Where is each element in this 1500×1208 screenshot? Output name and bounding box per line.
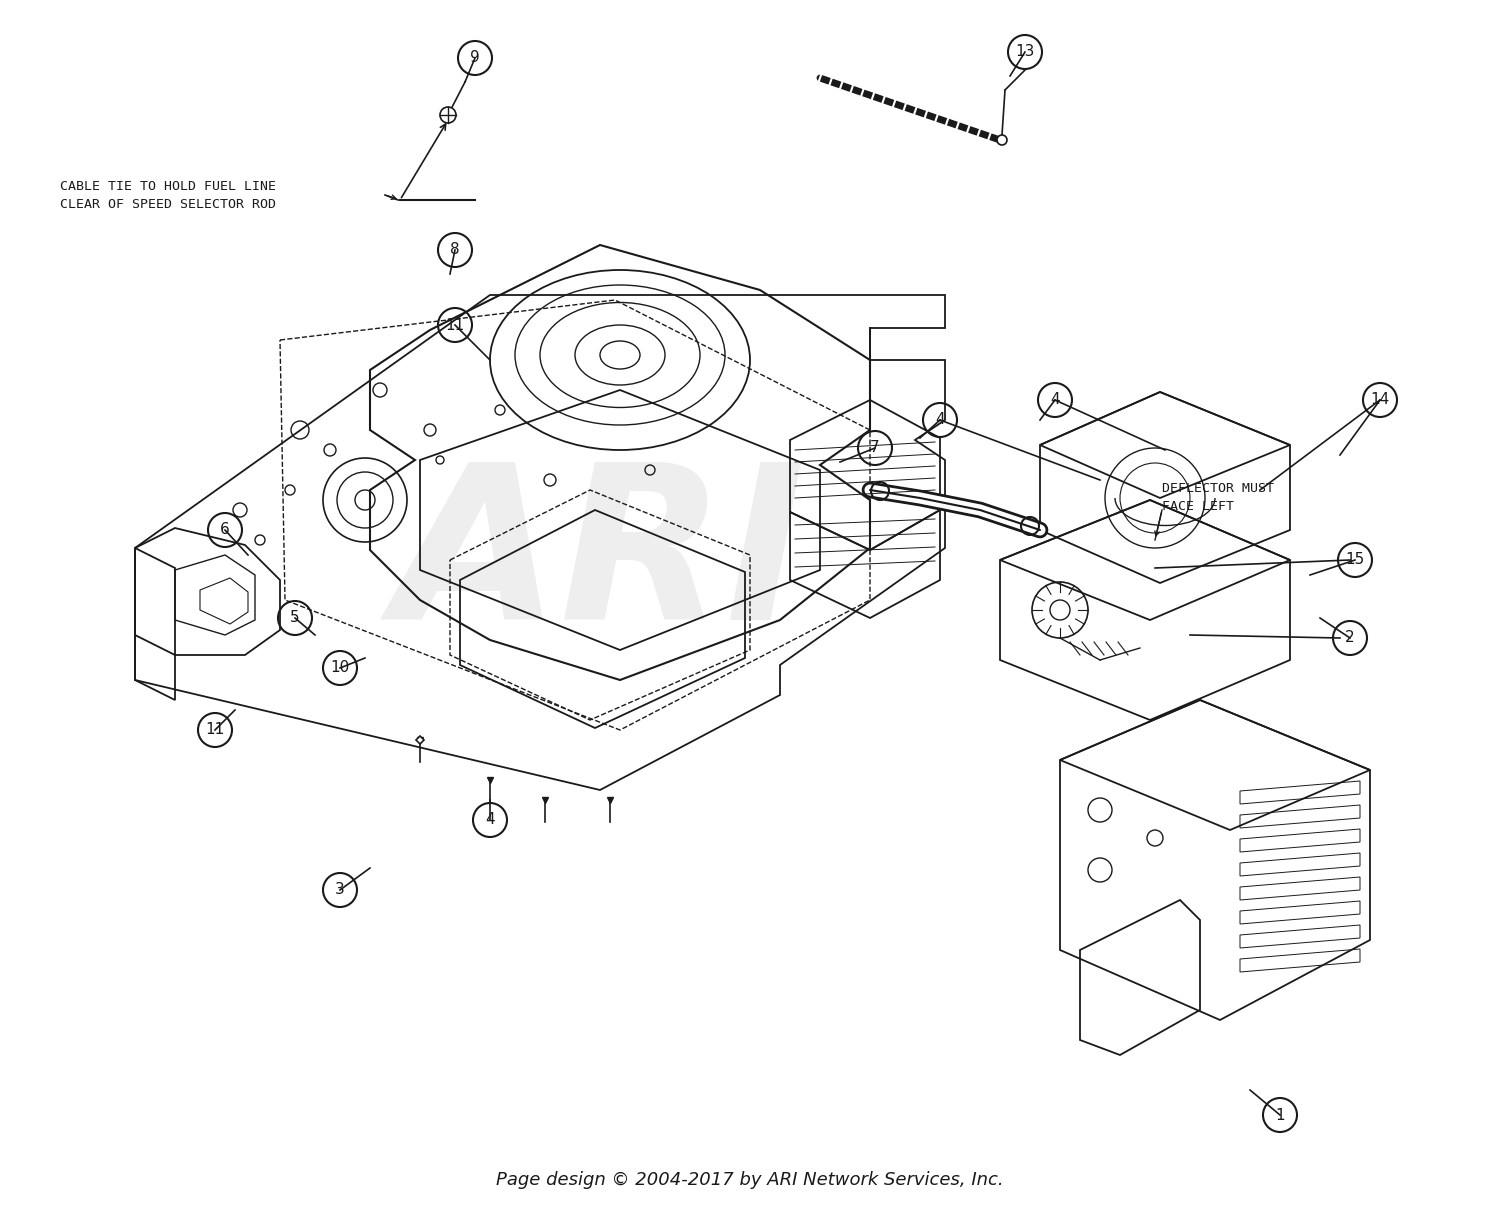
Text: 6: 6 [220, 523, 230, 538]
Circle shape [440, 108, 456, 123]
Text: 5: 5 [290, 610, 300, 626]
Text: 11: 11 [206, 722, 225, 738]
Text: 2: 2 [1346, 631, 1354, 645]
Text: 4: 4 [934, 412, 945, 428]
Text: 3: 3 [334, 883, 345, 898]
Circle shape [998, 135, 1006, 145]
Text: 15: 15 [1346, 552, 1365, 568]
Text: 4: 4 [1050, 393, 1060, 407]
Text: CABLE TIE TO HOLD FUEL LINE
CLEAR OF SPEED SELECTOR ROD: CABLE TIE TO HOLD FUEL LINE CLEAR OF SPE… [60, 180, 276, 210]
Text: 7: 7 [870, 441, 880, 455]
Text: Page design © 2004-2017 by ARI Network Services, Inc.: Page design © 2004-2017 by ARI Network S… [496, 1171, 1004, 1189]
Text: 4: 4 [484, 813, 495, 827]
Text: 10: 10 [330, 661, 350, 675]
Text: 1: 1 [1275, 1108, 1286, 1122]
Text: 14: 14 [1371, 393, 1389, 407]
Text: 9: 9 [470, 51, 480, 65]
Text: DEFLECTOR MUST
FACE LEFT: DEFLECTOR MUST FACE LEFT [1162, 482, 1274, 513]
Text: 11: 11 [446, 318, 465, 332]
Text: 13: 13 [1016, 45, 1035, 59]
Text: ARI: ARI [393, 455, 807, 664]
Text: 8: 8 [450, 243, 460, 257]
